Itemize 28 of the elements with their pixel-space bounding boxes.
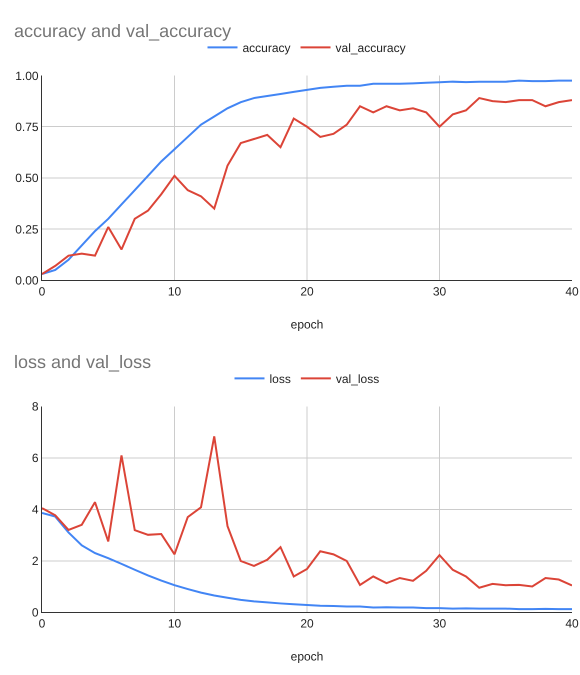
y-tick-label: 0.00 [15, 273, 39, 288]
legend-label: accuracy [242, 41, 291, 56]
x-tick-label: 10 [168, 616, 182, 631]
y-tick-label: 2 [32, 554, 39, 568]
legend-label: val_loss [336, 372, 380, 386]
x-tick-label: 40 [565, 616, 579, 631]
y-tick-label: 6 [32, 451, 39, 466]
y-tick-label: 0 [32, 605, 39, 620]
y-tick-label: 0.25 [15, 222, 39, 236]
x-tick-label: 30 [432, 616, 446, 631]
legend-label: loss [270, 372, 291, 386]
line-series [42, 435, 572, 589]
x-tick-label: 20 [300, 284, 314, 299]
x-axis-title: epoch [290, 649, 324, 664]
x-axis-title: epoch [290, 318, 324, 332]
x-tick-label: 40 [565, 284, 579, 299]
x-tick-label: 20 [300, 616, 314, 631]
y-tick-label: 8 [32, 400, 39, 414]
x-tick-label: 30 [432, 284, 446, 299]
x-tick-label: 10 [168, 284, 182, 299]
legend-label: val_accuracy [336, 41, 406, 56]
line-series [42, 512, 572, 610]
y-tick-label: 1.00 [15, 68, 39, 83]
y-tick-label: 4 [32, 502, 39, 517]
y-tick-label: 0.75 [15, 120, 39, 134]
chart-title: accuracy and val_accuracy [14, 21, 232, 41]
y-tick-label: 0.50 [15, 171, 39, 186]
chart-title: loss and val_loss [14, 352, 152, 372]
